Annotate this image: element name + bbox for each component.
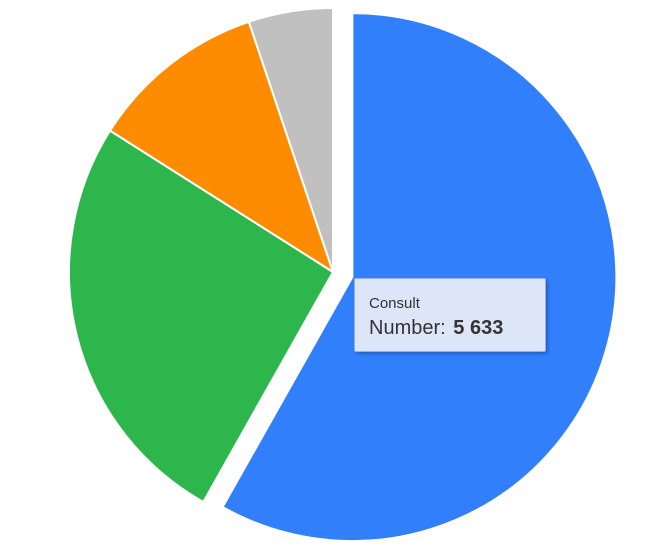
pie-slice-0[interactable] bbox=[221, 12, 618, 543]
pie-slice-2[interactable] bbox=[109, 20, 334, 273]
tooltip: Consult Number: 5 633 bbox=[354, 278, 546, 352]
pie-slice-3[interactable] bbox=[247, 7, 334, 273]
pie-slice-1[interactable] bbox=[68, 129, 334, 503]
tooltip-metric: Number: 5 633 bbox=[369, 317, 545, 339]
tooltip-metric-label: Number: bbox=[369, 317, 446, 339]
tooltip-title: Consult bbox=[369, 295, 420, 312]
tooltip-metric-value: 5 633 bbox=[453, 317, 504, 339]
